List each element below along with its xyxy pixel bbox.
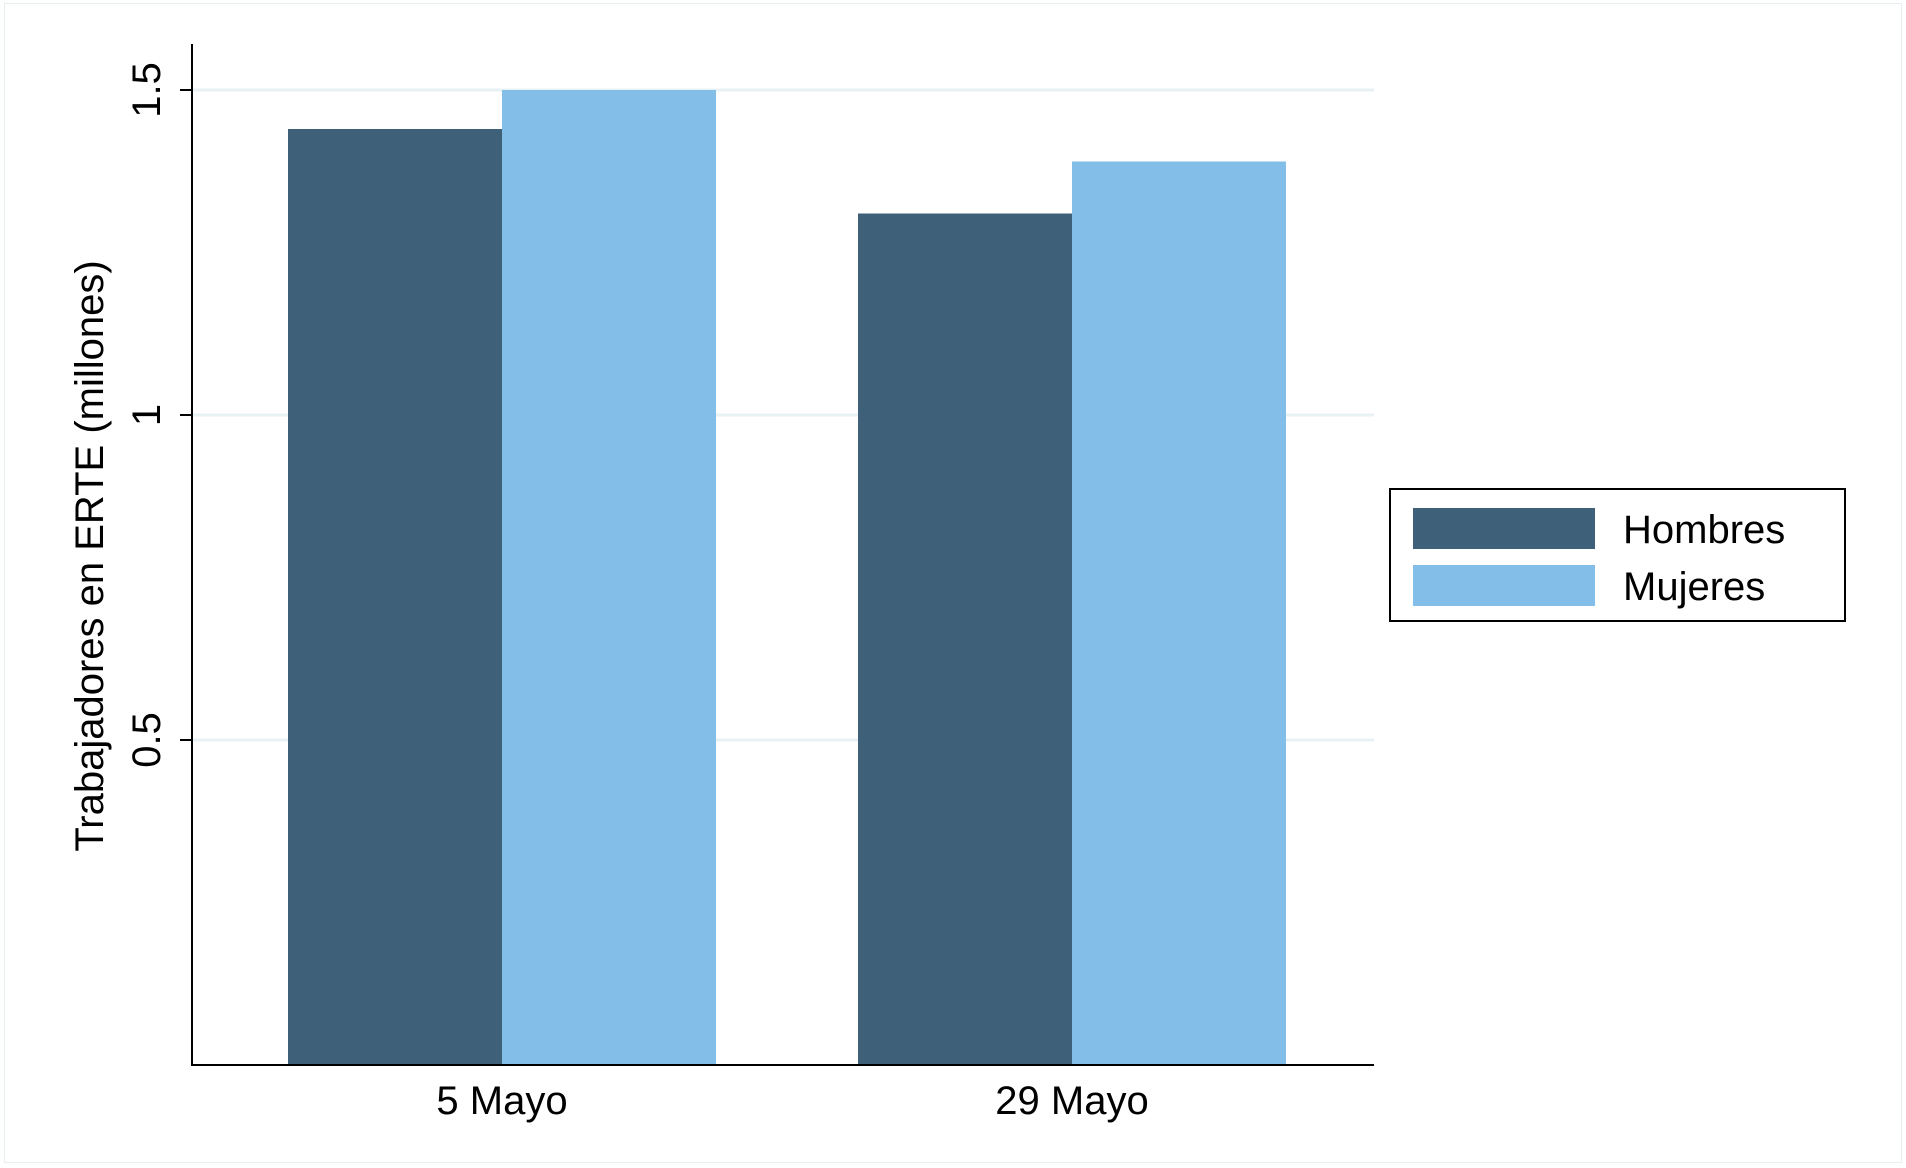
bar-chart: 0.5 1 1.5 5 Mayo 29 Mayo Trabajadores en ER… bbox=[68, 44, 1846, 1123]
legend-label-mujeres: Mujeres bbox=[1623, 565, 1765, 609]
bar-hombres-1 bbox=[288, 129, 502, 1065]
bars bbox=[288, 90, 1286, 1065]
bar-mujeres-2 bbox=[1072, 161, 1286, 1065]
y-ticks: 0.5 1 1.5 bbox=[125, 62, 192, 768]
x-category-label: 29 Mayo bbox=[995, 1079, 1148, 1123]
y-tick-label: 1 bbox=[125, 404, 169, 426]
legend-swatch-mujeres bbox=[1413, 565, 1595, 606]
x-category-labels: 5 Mayo 29 Mayo bbox=[436, 1079, 1148, 1123]
y-tick-label: 0.5 bbox=[125, 712, 169, 768]
y-axis-title: Trabajadores en ERTE (millones) bbox=[68, 260, 112, 851]
legend-label-hombres: Hombres bbox=[1623, 508, 1785, 552]
chart-frame: 0.5 1 1.5 5 Mayo 29 Mayo Trabajadores en ER… bbox=[4, 3, 1902, 1163]
bar-mujeres-1 bbox=[502, 90, 716, 1065]
x-category-label: 5 Mayo bbox=[436, 1079, 567, 1123]
y-tick-label: 1.5 bbox=[125, 62, 169, 118]
axes bbox=[191, 44, 1374, 1066]
legend: Hombres Mujeres bbox=[1389, 488, 1846, 622]
legend-swatch-hombres bbox=[1413, 508, 1595, 549]
bar-hombres-2 bbox=[858, 213, 1072, 1065]
